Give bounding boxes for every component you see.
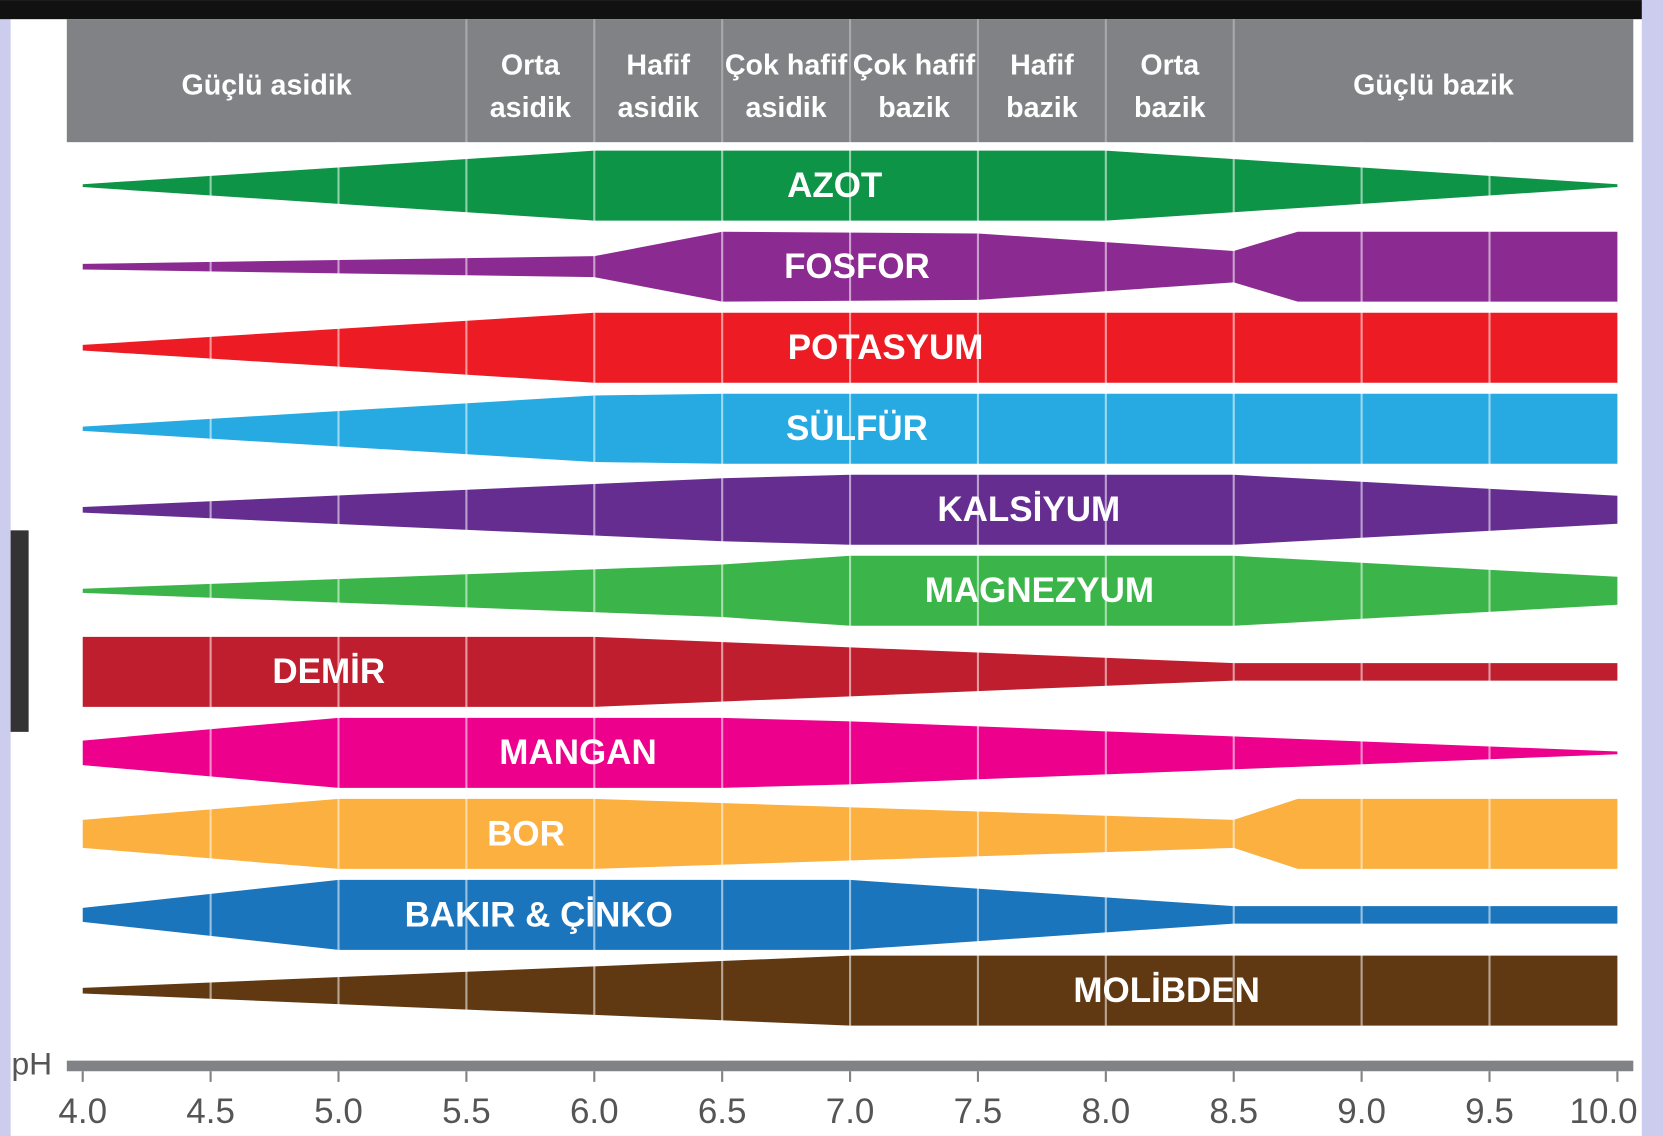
band-label: FOSFOR — [784, 247, 930, 286]
x-tick-label: 5.5 — [442, 1092, 491, 1131]
x-tick-label: 6.0 — [570, 1092, 619, 1131]
x-tick-label: 10.0 — [1570, 1092, 1638, 1131]
x-tick-label: 4.0 — [58, 1092, 107, 1131]
header-label: Çok hafif — [725, 49, 848, 81]
header-label: bazik — [878, 92, 950, 124]
x-tick-label: 8.0 — [1082, 1092, 1131, 1131]
band-label: SÜLFÜR — [786, 409, 928, 448]
x-axis-line — [66, 1060, 1634, 1072]
header-label: asidik — [618, 92, 699, 124]
header-label: Hafif — [1010, 49, 1074, 81]
x-tick-label: 9.5 — [1465, 1092, 1514, 1131]
band-label: POTASYUM — [788, 328, 984, 367]
x-tick-label: 7.5 — [954, 1092, 1003, 1131]
header-label: Çok hafif — [853, 49, 976, 81]
band-label: MANGAN — [499, 733, 656, 772]
x-tick-label: 6.5 — [698, 1092, 747, 1131]
header-label: Güçlü asidik — [181, 70, 351, 102]
band-label: DEMİR — [272, 652, 385, 691]
header-label: Orta — [1140, 49, 1200, 81]
band-label: BOR — [487, 814, 565, 853]
header-label: Orta — [501, 49, 561, 81]
header-label: asidik — [490, 92, 571, 124]
x-tick-label: 7.0 — [826, 1092, 875, 1131]
top-frame — [0, 0, 1642, 20]
band-label: BAKIR & ÇİNKO — [405, 895, 673, 934]
header-label: bazik — [1006, 92, 1078, 124]
header-label: Güçlü bazik — [1353, 70, 1514, 102]
header-label: Hafif — [626, 49, 690, 81]
x-axis-label: pH — [11, 1045, 52, 1081]
header-label: asidik — [746, 92, 827, 124]
x-tick-label: 8.5 — [1209, 1092, 1258, 1131]
x-tick-label: 4.5 — [186, 1092, 235, 1131]
header-label: bazik — [1134, 92, 1206, 124]
band-label: MAGNEZYUM — [925, 571, 1154, 610]
x-tick-label: 9.0 — [1337, 1092, 1386, 1131]
band-label: AZOT — [787, 166, 882, 205]
band-label: MOLİBDEN — [1073, 971, 1260, 1010]
side-tab — [10, 530, 29, 732]
band-label: KALSİYUM — [937, 490, 1120, 529]
x-tick-label: 5.0 — [314, 1092, 363, 1131]
